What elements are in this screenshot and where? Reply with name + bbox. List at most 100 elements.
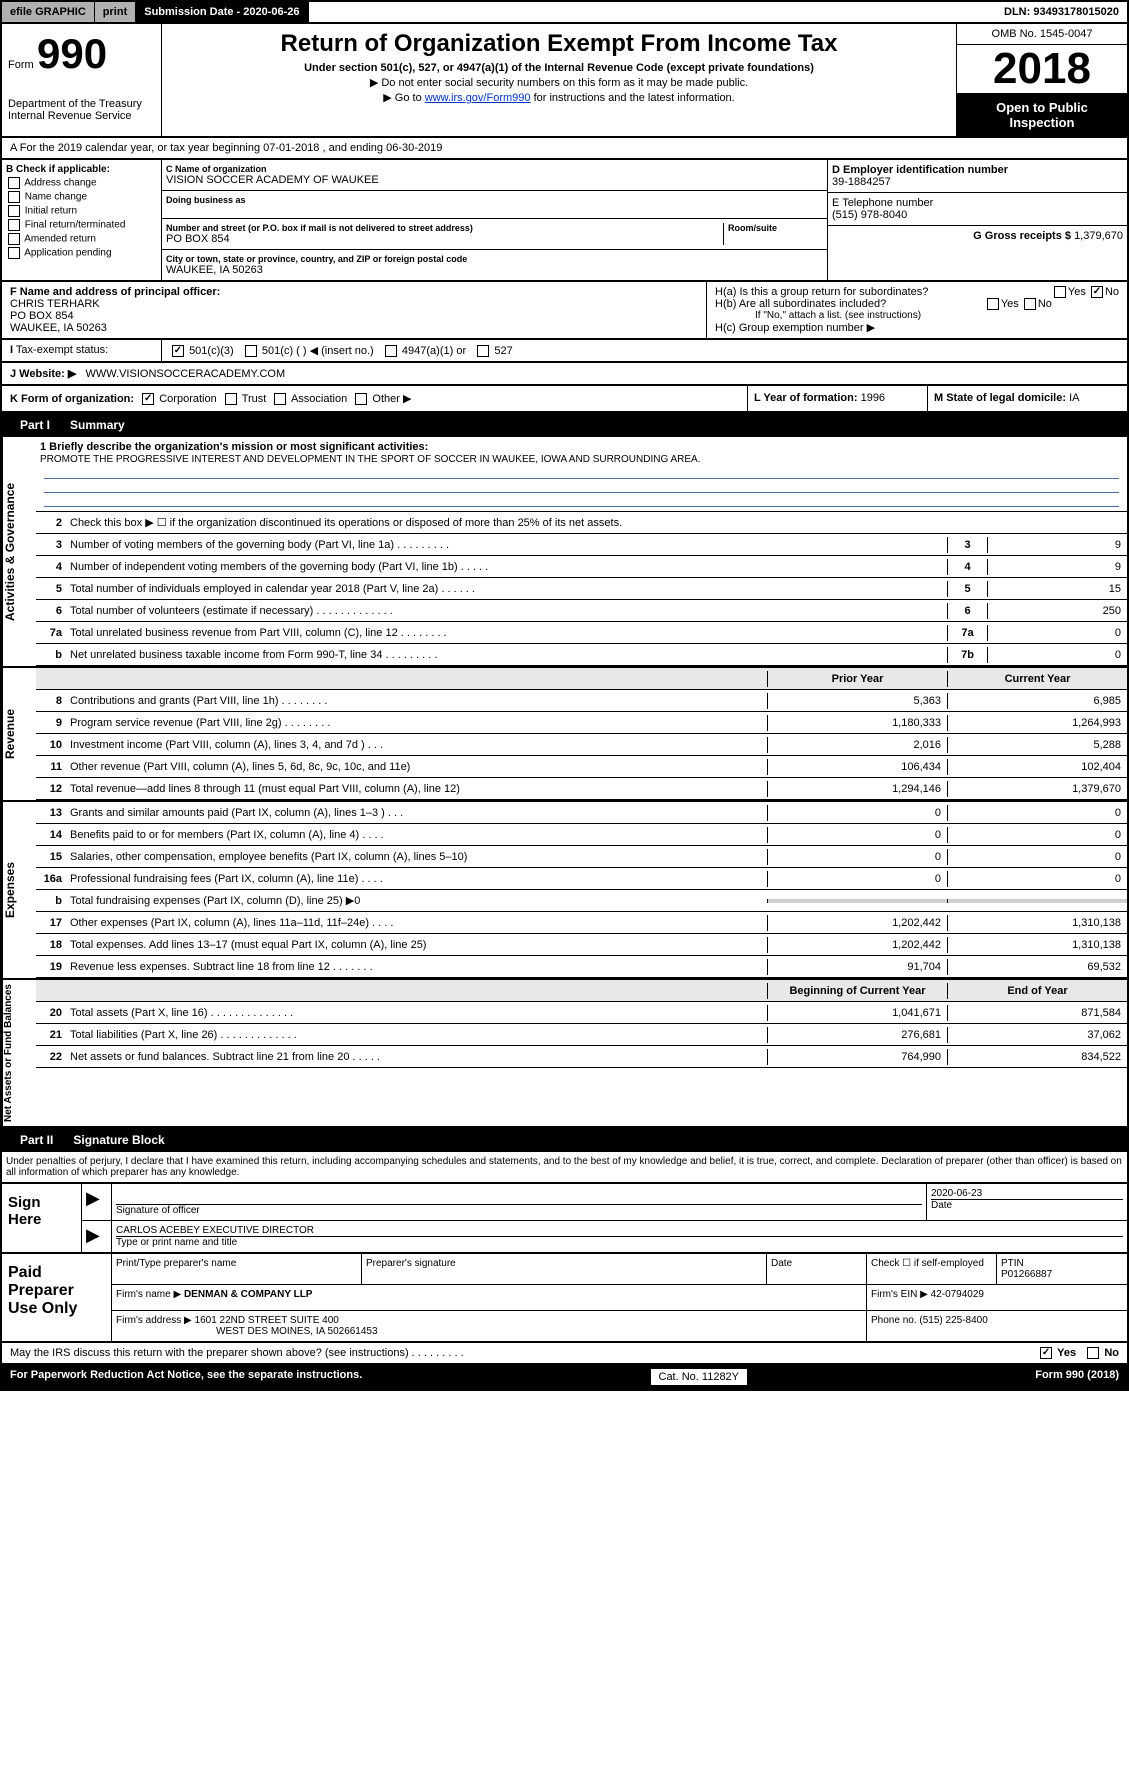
col-right: D Employer identification number 39-1884… bbox=[827, 160, 1127, 280]
table-row: 13Grants and similar amounts paid (Part … bbox=[36, 802, 1127, 824]
hb-label: H(b) Are all subordinates included? bbox=[715, 298, 886, 310]
form-title-block: Return of Organization Exempt From Incom… bbox=[162, 24, 957, 136]
ha-label: H(a) Is this a group return for subordin… bbox=[715, 286, 928, 298]
org-name-label: C Name of organization bbox=[166, 164, 823, 174]
table-row: 7aTotal unrelated business revenue from … bbox=[36, 622, 1127, 644]
col-cd: C Name of organization VISION SOCCER ACA… bbox=[162, 160, 827, 280]
officer-label: F Name and address of principal officer: bbox=[10, 286, 220, 298]
firm-addr2: WEST DES MOINES, IA 502661453 bbox=[216, 1326, 378, 1337]
table-row: 17Other expenses (Part IX, column (A), l… bbox=[36, 912, 1127, 934]
check-corporation[interactable] bbox=[142, 393, 154, 405]
sig-date-label: Date bbox=[931, 1199, 1123, 1211]
officer-name: CHRIS TERHARK bbox=[10, 298, 100, 310]
check-association[interactable] bbox=[274, 393, 286, 405]
check-amended[interactable]: Amended return bbox=[6, 233, 157, 245]
discuss-yes[interactable] bbox=[1040, 1347, 1052, 1359]
current-year-header: Current Year bbox=[947, 671, 1127, 687]
net-assets-section: Net Assets or Fund Balances Beginning of… bbox=[0, 980, 1129, 1128]
table-row: 4Number of independent voting members of… bbox=[36, 556, 1127, 578]
officer-print-name: CARLOS ACEBEY EXECUTIVE DIRECTOR bbox=[116, 1225, 314, 1236]
table-row: 6Total number of volunteers (estimate if… bbox=[36, 600, 1127, 622]
expenses-section: Expenses 13Grants and similar amounts pa… bbox=[0, 802, 1129, 980]
table-row: 20Total assets (Part X, line 16) . . . .… bbox=[36, 1002, 1127, 1024]
table-row: 10Investment income (Part VIII, column (… bbox=[36, 734, 1127, 756]
form-number-block: Form 990 Department of the TreasuryInter… bbox=[2, 24, 162, 136]
firm-name: DENMAN & COMPANY LLP bbox=[184, 1289, 313, 1300]
beginning-year-header: Beginning of Current Year bbox=[767, 983, 947, 999]
org-name: VISION SOCCER ACADEMY OF WAUKEE bbox=[166, 174, 823, 186]
check-other[interactable] bbox=[355, 393, 367, 405]
website-row: J Website: ▶ WWW.VISIONSOCCERACADEMY.COM bbox=[0, 363, 1129, 386]
discuss-row: May the IRS discuss this return with the… bbox=[0, 1343, 1129, 1365]
form-header: Form 990 Department of the TreasuryInter… bbox=[0, 24, 1129, 138]
table-row: 12Total revenue—add lines 8 through 11 (… bbox=[36, 778, 1127, 800]
check-501c3[interactable] bbox=[172, 345, 184, 357]
officer-addr2: WAUKEE, IA 50263 bbox=[10, 322, 107, 334]
omb-number: OMB No. 1545-0047 bbox=[957, 24, 1127, 45]
tax-year: 2018 bbox=[957, 45, 1127, 94]
irs-link[interactable]: www.irs.gov/Form990 bbox=[425, 92, 531, 104]
preparer-sig-header: Preparer's signature bbox=[362, 1254, 767, 1284]
declaration: Under penalties of perjury, I declare th… bbox=[0, 1152, 1129, 1184]
expenses-label: Expenses bbox=[2, 802, 36, 978]
table-row: 11Other revenue (Part VIII, column (A), … bbox=[36, 756, 1127, 778]
submission-date: Submission Date - 2020-06-26 bbox=[136, 2, 308, 22]
sign-here-label: Sign Here bbox=[2, 1184, 82, 1252]
entity-info: B Check if applicable: Address change Na… bbox=[0, 160, 1129, 282]
street-address: PO BOX 854 bbox=[166, 233, 723, 245]
form-instr-1: ▶ Do not enter social security numbers o… bbox=[168, 76, 950, 89]
revenue-label: Revenue bbox=[2, 668, 36, 800]
check-final-return[interactable]: Final return/terminated bbox=[6, 219, 157, 231]
check-trust[interactable] bbox=[225, 393, 237, 405]
preparer-name-header: Print/Type preparer's name bbox=[112, 1254, 362, 1284]
footer-row: For Paperwork Reduction Act Notice, see … bbox=[0, 1365, 1129, 1391]
form-instr-2: ▶ Go to www.irs.gov/Form990 for instruct… bbox=[168, 91, 950, 104]
phone: (515) 978-8040 bbox=[832, 209, 907, 221]
check-initial-return[interactable]: Initial return bbox=[6, 205, 157, 217]
sign-here-section: Sign Here ▶ Signature of officer 2020-06… bbox=[0, 1184, 1129, 1254]
form-subtitle: Under section 501(c), 527, or 4947(a)(1)… bbox=[168, 62, 950, 74]
form-number: 990 bbox=[37, 30, 107, 77]
addr-label: Number and street (or P.O. box if mail i… bbox=[166, 223, 723, 233]
gross-receipts: 1,379,670 bbox=[1074, 230, 1123, 242]
ein-label: D Employer identification number bbox=[832, 164, 1008, 176]
tax-period: A For the 2019 calendar year, or tax yea… bbox=[0, 138, 1129, 160]
top-bar: efile GRAPHIC print Submission Date - 20… bbox=[0, 0, 1129, 24]
hb-note: If "No," attach a list. (see instruction… bbox=[715, 310, 1119, 321]
prior-year-header: Prior Year bbox=[767, 671, 947, 687]
state-domicile: IA bbox=[1069, 392, 1079, 404]
print-name-label: Type or print name and title bbox=[116, 1236, 1123, 1248]
discuss-no[interactable] bbox=[1087, 1347, 1099, 1359]
paid-preparer-section: Paid Preparer Use Only Print/Type prepar… bbox=[0, 1254, 1129, 1343]
table-row: 14Benefits paid to or for members (Part … bbox=[36, 824, 1127, 846]
table-row: bNet unrelated business taxable income f… bbox=[36, 644, 1127, 666]
self-employed-check[interactable]: Check ☐ if self-employed bbox=[867, 1254, 997, 1284]
table-row: 22Net assets or fund balances. Subtract … bbox=[36, 1046, 1127, 1068]
check-address-change[interactable]: Address change bbox=[6, 177, 157, 189]
check-4947[interactable] bbox=[385, 345, 397, 357]
governance-section: Activities & Governance 1 Briefly descri… bbox=[0, 437, 1129, 668]
tax-exempt-row: I Tax-exempt status: 501(c)(3) 501(c) ( … bbox=[0, 340, 1129, 363]
net-assets-label: Net Assets or Fund Balances bbox=[2, 980, 36, 1126]
dln: DLN: 93493178015020 bbox=[996, 2, 1127, 22]
cat-no: Cat. No. 11282Y bbox=[651, 1369, 748, 1385]
mission-label: 1 Briefly describe the organization's mi… bbox=[40, 441, 428, 453]
mission-text: PROMOTE THE PROGRESSIVE INTEREST AND DEV… bbox=[40, 454, 701, 465]
check-name-change[interactable]: Name change bbox=[6, 191, 157, 203]
efile-graphic-button[interactable]: efile GRAPHIC bbox=[2, 2, 95, 22]
table-row: 9Program service revenue (Part VIII, lin… bbox=[36, 712, 1127, 734]
gross-label: G Gross receipts $ bbox=[973, 230, 1071, 242]
check-501c[interactable] bbox=[245, 345, 257, 357]
check-application-pending[interactable]: Application pending bbox=[6, 247, 157, 259]
officer-group-row: F Name and address of principal officer:… bbox=[0, 282, 1129, 340]
officer-addr1: PO BOX 854 bbox=[10, 310, 74, 322]
sig-officer-label: Signature of officer bbox=[116, 1204, 922, 1216]
governance-label: Activities & Governance bbox=[2, 437, 36, 666]
department: Department of the TreasuryInternal Reven… bbox=[8, 98, 155, 122]
print-button[interactable]: print bbox=[95, 2, 136, 22]
hc-label: H(c) Group exemption number ▶ bbox=[715, 321, 1119, 334]
website: WWW.VISIONSOCCERACADEMY.COM bbox=[86, 368, 286, 380]
ptin: P01266887 bbox=[1001, 1269, 1052, 1280]
table-row: 8Contributions and grants (Part VIII, li… bbox=[36, 690, 1127, 712]
check-527[interactable] bbox=[477, 345, 489, 357]
